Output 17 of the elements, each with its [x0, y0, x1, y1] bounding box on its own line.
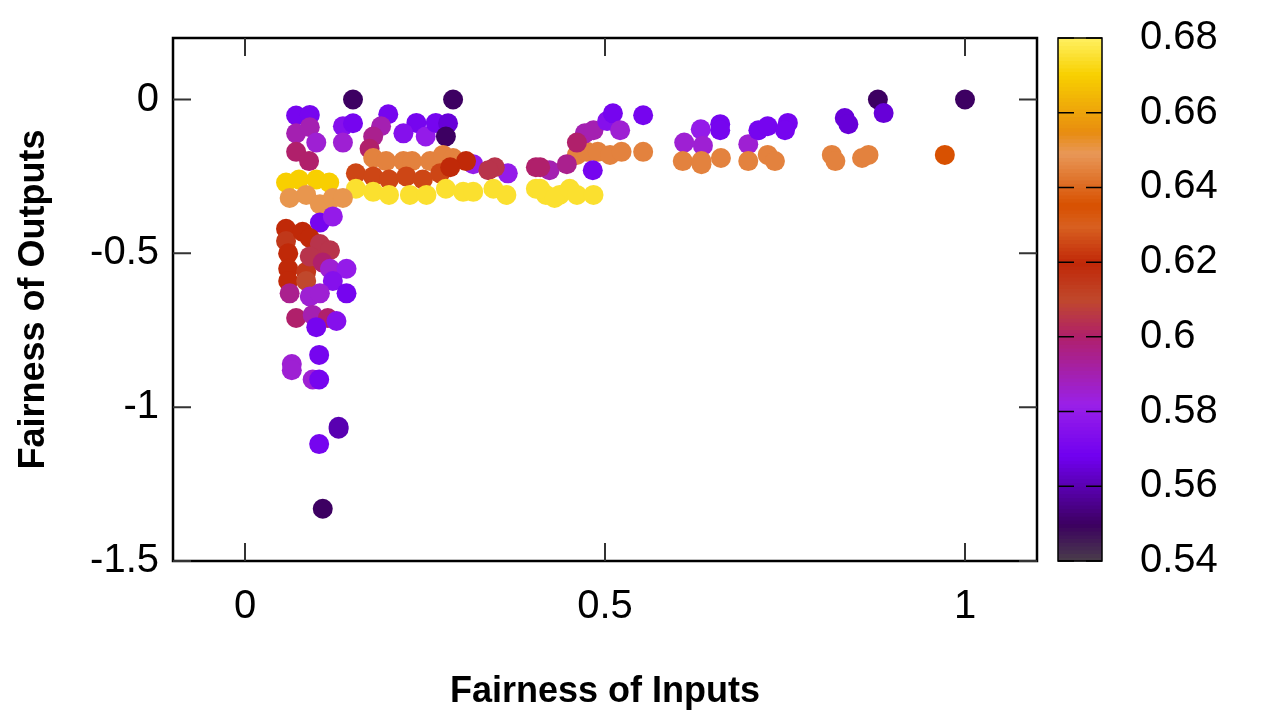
y-axis-title: Fairness of Outputs	[10, 129, 52, 470]
x-tick-label: 1	[953, 582, 977, 627]
color-bar-label: 0.66	[1140, 87, 1218, 132]
y-tick-label: -1.5	[90, 536, 159, 581]
color-bar-label: 0.56	[1140, 461, 1218, 506]
y-tick-label: -1	[123, 382, 159, 427]
x-axis-title: Fairness of Inputs	[449, 669, 761, 711]
color-bar-label: 0.54	[1140, 536, 1218, 581]
color-bar-label: 0.58	[1140, 386, 1218, 431]
color-bar-label: 0.64	[1140, 162, 1218, 207]
y-tick-label: -0.5	[90, 228, 159, 273]
x-tick-label: 0.5	[577, 582, 633, 627]
x-tick-label: 0	[233, 582, 257, 627]
y-tick-label: 0	[136, 74, 159, 119]
color-bar-label: 0.68	[1140, 13, 1218, 58]
color-bar-label: 0.62	[1140, 237, 1218, 282]
color-bar-label: 0.6	[1140, 311, 1196, 356]
